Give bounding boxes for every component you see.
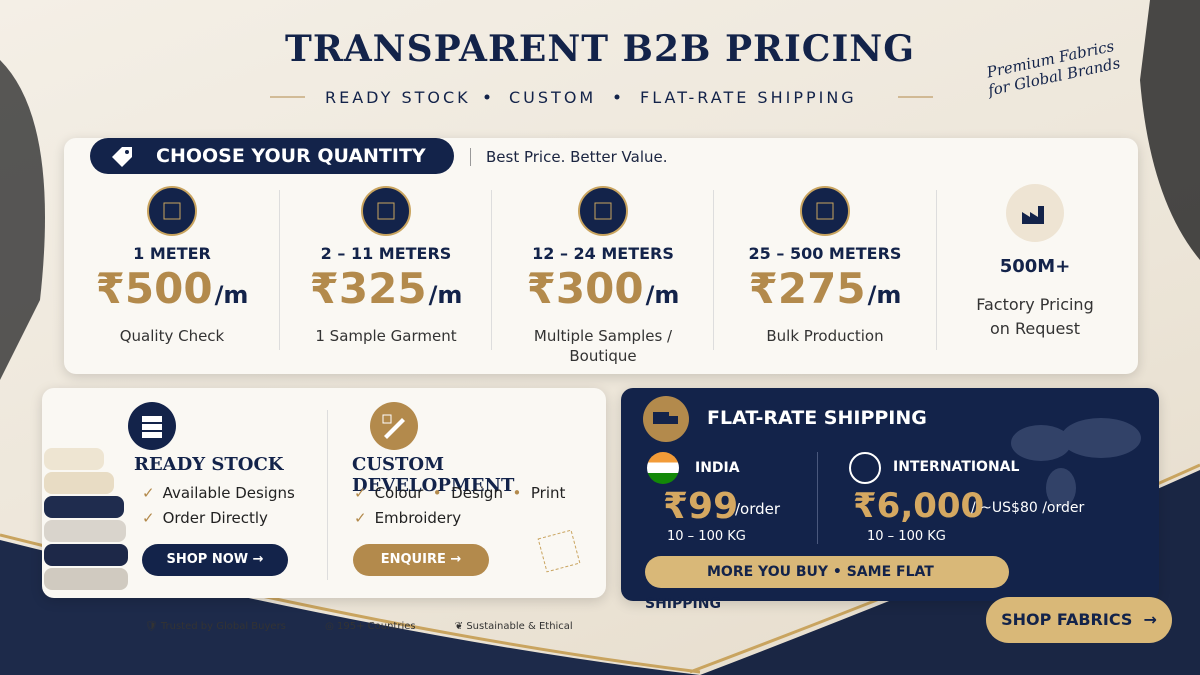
quantity-badge: CHOOSE YOUR QUANTITY xyxy=(90,138,454,174)
tier-use: Quality Check xyxy=(119,327,225,345)
ready-stock-list: ✓ Available Designs ✓ Order Directly xyxy=(142,484,295,534)
divider xyxy=(713,190,714,350)
subtitle-item: CUSTOM xyxy=(509,88,597,107)
tier-icon xyxy=(578,186,628,236)
divider xyxy=(491,190,492,350)
custom-list: ✓ Colour • Design • Print ✓ Embroidery xyxy=(354,484,565,534)
quantity-note: Best Price. Better Value. xyxy=(486,148,668,166)
factory-use: Factory Pricing on Request xyxy=(976,295,1094,338)
world-map xyxy=(1011,418,1141,508)
list-item: ✓ Available Designs xyxy=(142,484,295,502)
tier: 12 – 24 METERS ₹300/m Multiple Samples / B… xyxy=(492,138,714,374)
shop-fabrics-button[interactable]: SHOP FABRICS → xyxy=(986,597,1172,643)
tag-icon xyxy=(112,147,132,167)
tier-unit: /m xyxy=(428,281,463,309)
list-item: ✓ Order Directly xyxy=(142,509,268,527)
button-text[interactable]: ENQUIRE xyxy=(380,552,446,567)
india-unit: /order xyxy=(735,500,781,518)
factory-icon xyxy=(1006,184,1064,242)
tier-price: ₹500 xyxy=(95,264,213,313)
tier: 1 METER ₹500/m Quality Check xyxy=(64,138,280,374)
tier-price-row: ₹500/m xyxy=(64,264,280,313)
tier-range: 25 – 500 METERS xyxy=(748,244,902,263)
ready-stock-title: READY STOCK xyxy=(134,454,284,475)
tier-price-row: ₹275/m xyxy=(714,264,936,313)
banner-text: SAME FLAT SHIPPING xyxy=(645,564,934,612)
tier-price-row: ₹300/m xyxy=(492,264,714,313)
item-text: Colour xyxy=(374,484,424,502)
international-weight: 10 – 100 KG xyxy=(867,529,946,544)
shipping-title: FLAT-RATE SHIPPING xyxy=(707,407,927,429)
tier-unit: /m xyxy=(645,281,680,309)
button-text[interactable]: SHOP NOW xyxy=(166,552,249,567)
button-text[interactable]: SHOP FABRICS xyxy=(1001,610,1133,629)
footer-item: Sustainable & Ethical xyxy=(466,621,573,632)
shipping-banner: MORE YOU BUY • SAME FLAT SHIPPING xyxy=(645,556,1009,612)
international-unit: / ~US$80 /order xyxy=(971,500,1085,516)
item-text: Order Directly xyxy=(162,509,268,527)
fabric-stack xyxy=(44,448,128,590)
tier-unit: /m xyxy=(867,281,902,309)
subtitle-item: READY STOCK xyxy=(325,88,471,107)
custom-icon xyxy=(370,402,418,450)
tier-price: ₹275 xyxy=(748,264,866,313)
list-item: ✓ Embroidery xyxy=(354,509,462,527)
tier-icon xyxy=(361,186,411,236)
item-text: Print xyxy=(530,484,566,502)
tier-use: 1 Sample Garment xyxy=(315,327,457,345)
tier-unit: /m xyxy=(214,281,249,309)
title: TRANSPARENT B2B PRICING xyxy=(285,28,915,70)
footer-row: 🛡 Trusted by Global Buyers ◎ 195+ Countr… xyxy=(145,621,573,632)
international-price: ₹6,000 xyxy=(853,486,985,526)
item-text: Embroidery xyxy=(374,509,462,527)
tier-range: 12 – 24 METERS xyxy=(532,244,674,263)
tier-price-row: ₹325/m xyxy=(280,264,492,313)
tier-use: Bulk Production xyxy=(766,327,884,345)
tier-icon xyxy=(147,186,197,236)
tier: 2 – 11 METERS ₹325/m 1 Sample Garment xyxy=(280,138,492,374)
tier-price: ₹300 xyxy=(526,264,644,313)
tier-range: 1 METER xyxy=(133,244,211,263)
tier-icon xyxy=(800,186,850,236)
shop-now-button[interactable]: SHOP NOW → xyxy=(142,544,288,576)
tier: 25 – 500 METERS ₹275/m Bulk Production xyxy=(714,138,936,374)
options-card: READY STOCK ✓ Available Designs ✓ Order Di… xyxy=(42,388,606,598)
footer-item: Trusted by Global Buyers xyxy=(160,621,286,632)
footer-item: 195+ Countries xyxy=(336,621,416,632)
stock-icon xyxy=(128,402,176,450)
tier-price: ₹325 xyxy=(309,264,427,313)
badge-text: CHOOSE YOUR QUANTITY xyxy=(156,145,426,167)
swatch-icon xyxy=(537,529,581,573)
international-name: INTERNATIONAL xyxy=(893,459,1020,475)
quantity-card: CHOOSE YOUR QUANTITY Best Price. Better … xyxy=(64,138,1138,374)
item-text: Available Designs xyxy=(162,484,295,502)
custom-title: CUSTOM DEVELOPMENT xyxy=(352,454,515,496)
list-item: ✓ Colour • Design • Print xyxy=(354,484,566,502)
globe-icon xyxy=(849,452,881,484)
banner-text: MORE YOU BUY xyxy=(707,564,829,580)
india-name: INDIA xyxy=(695,460,740,476)
enquire-button[interactable]: ENQUIRE → xyxy=(353,544,489,576)
shipping-card: FLAT-RATE SHIPPING INDIA ₹99 /order 10 –… xyxy=(621,388,1159,612)
tier-range: 2 – 11 METERS xyxy=(320,244,452,263)
divider xyxy=(279,190,280,350)
india-flag xyxy=(647,452,679,484)
item-text: Design xyxy=(451,484,503,502)
factory-range: 500M+ xyxy=(999,256,1071,277)
subtitle-item: FLAT-RATE SHIPPING xyxy=(640,88,857,107)
truck-icon xyxy=(643,396,689,442)
divider xyxy=(936,190,937,350)
india-weight: 10 – 100 KG xyxy=(667,529,746,544)
india-price: ₹99 xyxy=(663,486,739,527)
tier-use: Multiple Samples / Boutique xyxy=(533,327,673,365)
